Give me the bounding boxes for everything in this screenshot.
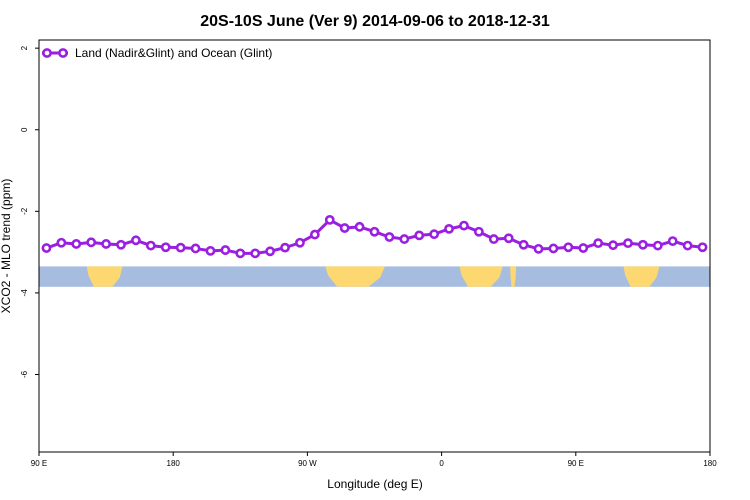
data-point [518,239,529,250]
data-point [190,243,201,254]
data-point [533,243,544,254]
data-point [444,223,454,234]
data-point [101,239,111,249]
data-point [235,248,246,259]
data-point [578,243,589,253]
data-point [265,246,276,257]
data-point [324,214,335,225]
x-tick-label: 0 [439,459,444,468]
x-tick-label: 180 [167,459,181,468]
x-tick-label: 90 E [568,459,584,468]
legend-label: Land (Nadir&Glint) and Ocean (Glint) [75,46,272,60]
map-strip-land [459,266,503,287]
map-strip-land [623,266,660,287]
data-point [295,237,305,248]
y-tick-label: -4 [20,289,29,297]
map-strip [39,266,710,287]
data-point [429,229,440,240]
data-point [488,234,499,244]
data-point [56,237,67,248]
x-tick-label: 90 E [31,459,47,468]
legend-marker-right [58,48,68,58]
chart-title: 20S-10S June (Ver 9) 2014-09-06 to 2018-… [200,13,550,30]
map-strip-land [325,266,385,287]
legend: Land (Nadir&Glint) and Ocean (Glint) [42,46,272,60]
map-strip-land [510,266,517,287]
data-point [399,234,410,244]
data-point [41,243,52,253]
data-point [71,239,82,249]
data-point [86,237,97,248]
series-points [41,214,708,259]
data-point [414,230,425,241]
data-point [145,240,156,251]
y-tick-label: 0 [20,127,29,132]
data-point [473,226,484,237]
data-point [369,226,380,237]
data-point [131,235,141,246]
data-point [384,232,395,242]
data-point [309,229,320,240]
data-point [280,242,290,253]
data-point [563,242,574,253]
y-tick-label: -2 [20,207,29,215]
data-point [116,239,126,250]
data-point [459,220,469,231]
data-point [697,242,708,253]
data-point [339,223,350,233]
data-point [175,242,186,253]
data-point [205,245,216,256]
y-axis-label: XCO2 - MLO trend (ppm) [0,179,13,314]
data-point [503,233,514,244]
data-point [160,242,171,253]
y-tick-label: 2 [20,45,29,50]
data-point [593,238,604,249]
data-point [667,236,678,247]
x-tick-label: 90 W [298,459,317,468]
y-axis: 2 0 -2 -4 -6 [20,45,39,378]
data-point [608,240,618,251]
data-point [354,221,365,232]
x-axis: 90 E 180 90 W 0 90 E 180 [31,452,717,468]
data-point [638,239,648,250]
data-point [652,240,663,251]
data-point [220,245,231,255]
data-point [250,248,261,259]
x-axis-label: Longitude (deg E) [327,477,422,491]
data-point [682,240,693,251]
data-point [623,238,633,249]
data-point [548,243,559,254]
map-strip-land [86,266,123,287]
legend-marker-left [42,48,52,58]
y-tick-label: -6 [20,370,29,378]
plot-frame [38,39,711,453]
x-tick-label: 180 [703,459,717,468]
